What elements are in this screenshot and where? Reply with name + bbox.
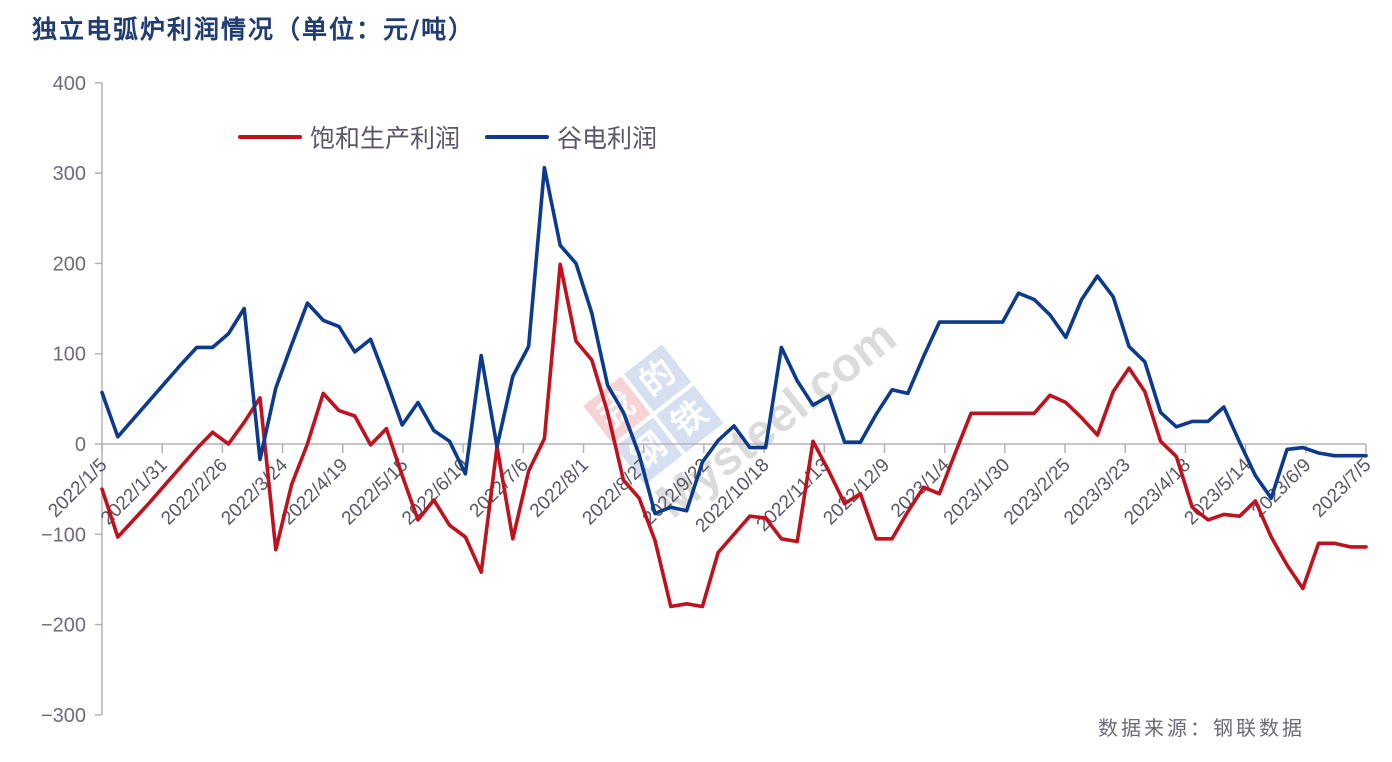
y-axis: 400 300 200 100 0 −100 −200 −300 <box>41 73 103 727</box>
x-tick-label: 2022/12/9 <box>819 455 894 530</box>
y-tick-label: −100 <box>41 524 86 546</box>
svg-text:的: 的 <box>632 352 683 404</box>
chart-title: 独立电弧炉利润情况（单位：元/吨） <box>32 15 476 44</box>
y-tick-label: −200 <box>41 615 86 637</box>
series-line-saturated-profit <box>100 262 1368 609</box>
x-tick-label: 2023/7/5 <box>1308 455 1375 522</box>
y-tick-label: 400 <box>53 73 86 95</box>
y-tick-label: 100 <box>53 344 86 366</box>
plot-lines <box>100 165 1368 609</box>
y-tick-label: 200 <box>53 253 86 275</box>
svg-text:我: 我 <box>591 384 642 436</box>
svg-text:铁: 铁 <box>664 393 715 445</box>
legend: 饱和生产利润 谷电利润 <box>238 124 657 153</box>
y-tick-label: −300 <box>41 705 86 727</box>
data-source-note: 数据来源：钢联数据 <box>1098 716 1305 740</box>
series-line-valley-power-profit <box>100 165 1368 516</box>
legend-label: 谷电利润 <box>557 124 657 153</box>
legend-label: 饱和生产利润 <box>310 124 460 153</box>
y-tick-label: 0 <box>75 434 86 456</box>
y-tick-label: 300 <box>53 163 86 185</box>
